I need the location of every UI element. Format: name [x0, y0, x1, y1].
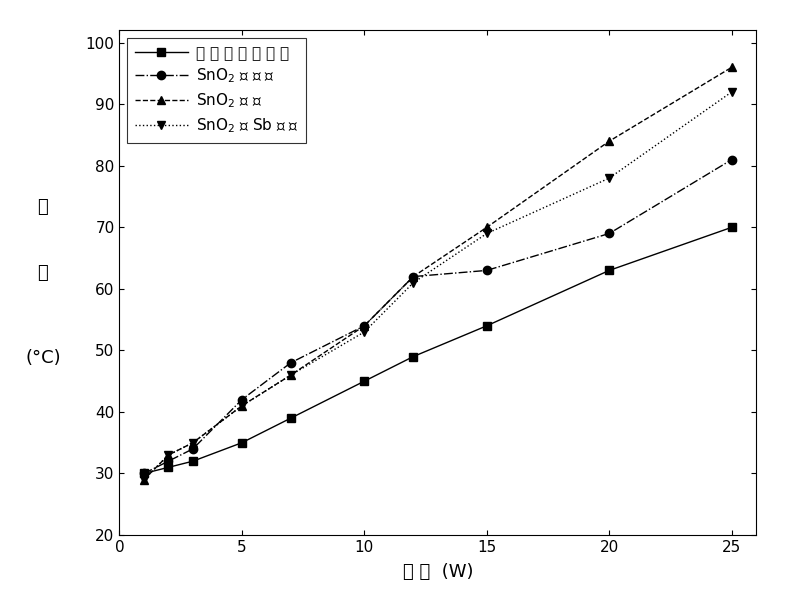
X-axis label: 功 率  (W): 功 率 (W): [403, 563, 473, 581]
SnO$_2$ 捐 Sb 烧 结: [408, 279, 418, 286]
SnO$_2$ 未 烧 结: [727, 156, 736, 164]
酸 处 理 碳 纳 米 管: [188, 458, 197, 465]
SnO$_2$ 烧 结: [482, 224, 492, 231]
SnO$_2$ 捐 Sb 烧 结: [360, 328, 369, 336]
SnO$_2$ 烧 结: [727, 64, 736, 71]
Text: (°C): (°C): [25, 350, 60, 367]
SnO$_2$ 未 烧 结: [286, 359, 295, 367]
SnO$_2$ 捐 Sb 烧 结: [482, 230, 492, 237]
酸 处 理 碳 纳 米 管: [482, 322, 492, 330]
酸 处 理 碳 纳 米 管: [139, 470, 149, 477]
Line: SnO$_2$ 烧 结: SnO$_2$ 烧 结: [140, 63, 736, 484]
SnO$_2$ 捐 Sb 烧 结: [139, 476, 149, 483]
SnO$_2$ 烧 结: [139, 476, 149, 483]
SnO$_2$ 烧 结: [408, 273, 418, 280]
酸 处 理 碳 纳 米 管: [408, 353, 418, 360]
SnO$_2$ 烧 结: [286, 371, 295, 379]
SnO$_2$ 捐 Sb 烧 结: [237, 402, 247, 409]
SnO$_2$ 烧 结: [164, 451, 174, 458]
Text: 温: 温: [37, 198, 49, 216]
SnO$_2$ 捐 Sb 烧 结: [604, 174, 614, 182]
SnO$_2$ 未 烧 结: [604, 230, 614, 237]
SnO$_2$ 捐 Sb 烧 结: [164, 451, 174, 458]
SnO$_2$ 烧 结: [237, 402, 247, 409]
酸 处 理 碳 纳 米 管: [286, 415, 295, 422]
SnO$_2$ 未 烧 结: [408, 273, 418, 280]
Line: 酸 处 理 碳 纳 米 管: 酸 处 理 碳 纳 米 管: [140, 223, 736, 478]
SnO$_2$ 未 烧 结: [360, 322, 369, 330]
Line: SnO$_2$ 未 烧 结: SnO$_2$ 未 烧 结: [140, 156, 736, 478]
SnO$_2$ 未 烧 结: [139, 470, 149, 477]
酸 处 理 碳 纳 米 管: [360, 378, 369, 385]
SnO$_2$ 捐 Sb 烧 结: [188, 439, 197, 446]
SnO$_2$ 捐 Sb 烧 结: [286, 371, 295, 379]
酸 处 理 碳 纳 米 管: [237, 439, 247, 446]
SnO$_2$ 未 烧 结: [482, 267, 492, 274]
SnO$_2$ 烧 结: [188, 439, 197, 446]
Legend: 酸 处 理 碳 纳 米 管, SnO$_2$ 未 烧 结, SnO$_2$ 烧 结, SnO$_2$ 捐 Sb 烧 结: 酸 处 理 碳 纳 米 管, SnO$_2$ 未 烧 结, SnO$_2$ 烧 …: [127, 38, 306, 143]
SnO$_2$ 捐 Sb 烧 结: [727, 88, 736, 95]
酸 处 理 碳 纳 米 管: [727, 224, 736, 231]
SnO$_2$ 烧 结: [604, 137, 614, 145]
Line: SnO$_2$ 捐 Sb 烧 结: SnO$_2$ 捐 Sb 烧 结: [140, 88, 736, 484]
SnO$_2$ 烧 结: [360, 322, 369, 330]
酸 处 理 碳 纳 米 管: [164, 464, 174, 471]
SnO$_2$ 未 烧 结: [237, 396, 247, 403]
SnO$_2$ 未 烧 结: [164, 458, 174, 465]
Text: 度: 度: [37, 264, 49, 282]
SnO$_2$ 未 烧 结: [188, 445, 197, 452]
酸 处 理 碳 纳 米 管: [604, 267, 614, 274]
